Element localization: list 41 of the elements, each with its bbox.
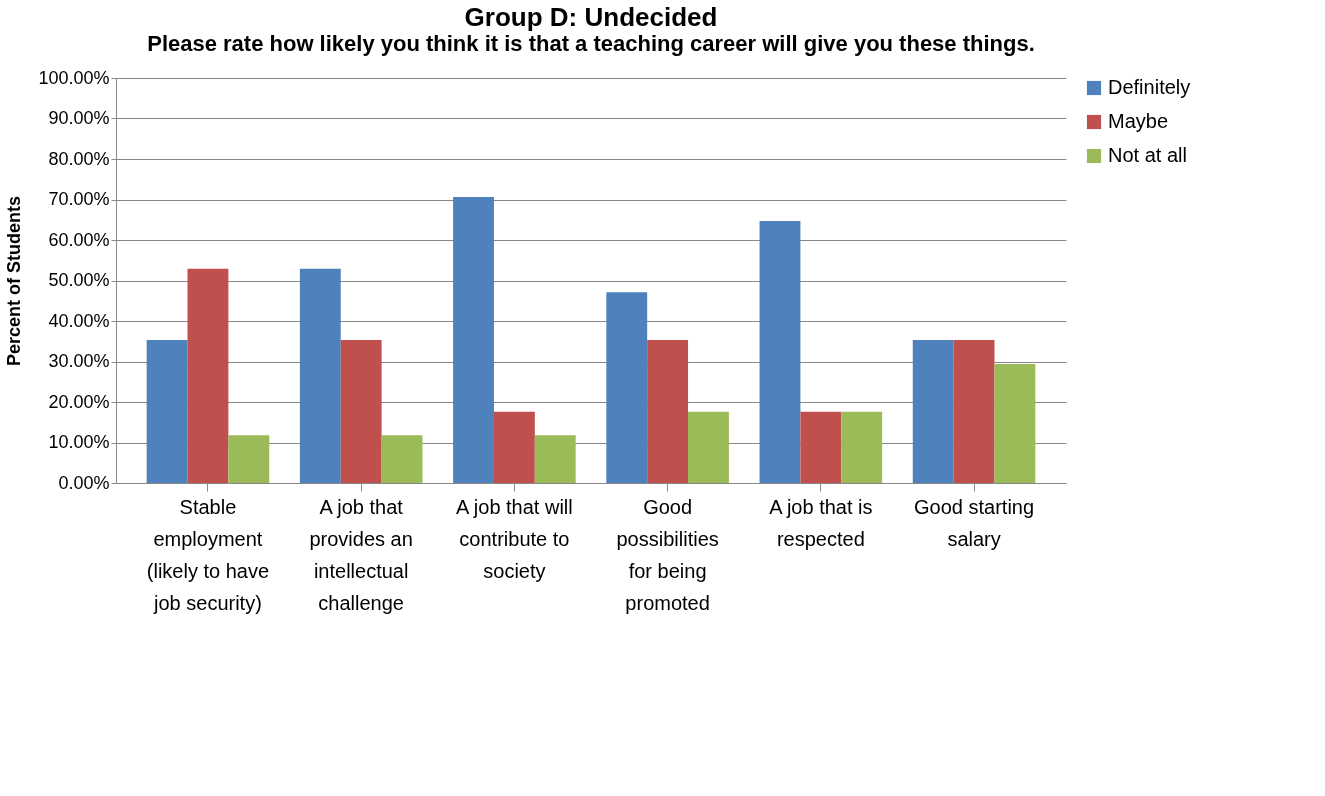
bar (994, 363, 1036, 483)
y-tick-label: 40.00% (48, 310, 110, 331)
legend-label: Maybe (1108, 110, 1169, 132)
chart-subtitle: Please rate how likely you think it is that a teaching career will give you these things. (147, 31, 1035, 56)
bar (606, 292, 648, 483)
bar (146, 340, 188, 483)
y-tick-label: 60.00% (48, 229, 110, 250)
y-axis-title: Percent of Students (4, 195, 25, 367)
bar (228, 435, 270, 483)
y-tick-label: 100.00% (38, 67, 110, 88)
x-tick-label: A job that will contribute to society (456, 495, 573, 582)
y-tick-label: 0.00% (58, 472, 110, 493)
bar (841, 411, 883, 483)
bar (912, 340, 954, 483)
bar (340, 340, 382, 483)
x-tick-label: A job that is respected (769, 495, 873, 550)
bar (299, 268, 341, 483)
x-tick-label: A job that provides an intellectual challenge (309, 495, 413, 614)
bar (800, 411, 842, 483)
y-tick-label: 50.00% (48, 270, 110, 290)
bar (953, 340, 995, 483)
bar (381, 435, 423, 483)
y-tick-label: 80.00% (48, 148, 110, 169)
bar (187, 268, 229, 483)
x-tick-label: Stable employment (likely to have job security) (146, 495, 270, 614)
bar (759, 220, 801, 483)
legend-label: Not at all (1108, 144, 1187, 166)
bar (453, 197, 494, 483)
bar (493, 411, 535, 483)
y-tick-label: 20.00% (48, 391, 110, 412)
chart-title: Group D: Undecided (464, 2, 718, 32)
legend-label: Definitely (1108, 76, 1191, 98)
x-tick-label: Good starting salary (914, 495, 1035, 550)
bar (688, 411, 729, 483)
bar (534, 435, 576, 483)
y-tick-label: 70.00% (48, 189, 110, 209)
x-tick-label: Good possibilities for being promoted (616, 495, 719, 614)
y-tick-label: 10.00% (48, 432, 110, 452)
bar (647, 340, 689, 483)
y-tick-label: 30.00% (48, 351, 110, 371)
y-tick-label: 90.00% (48, 108, 110, 128)
